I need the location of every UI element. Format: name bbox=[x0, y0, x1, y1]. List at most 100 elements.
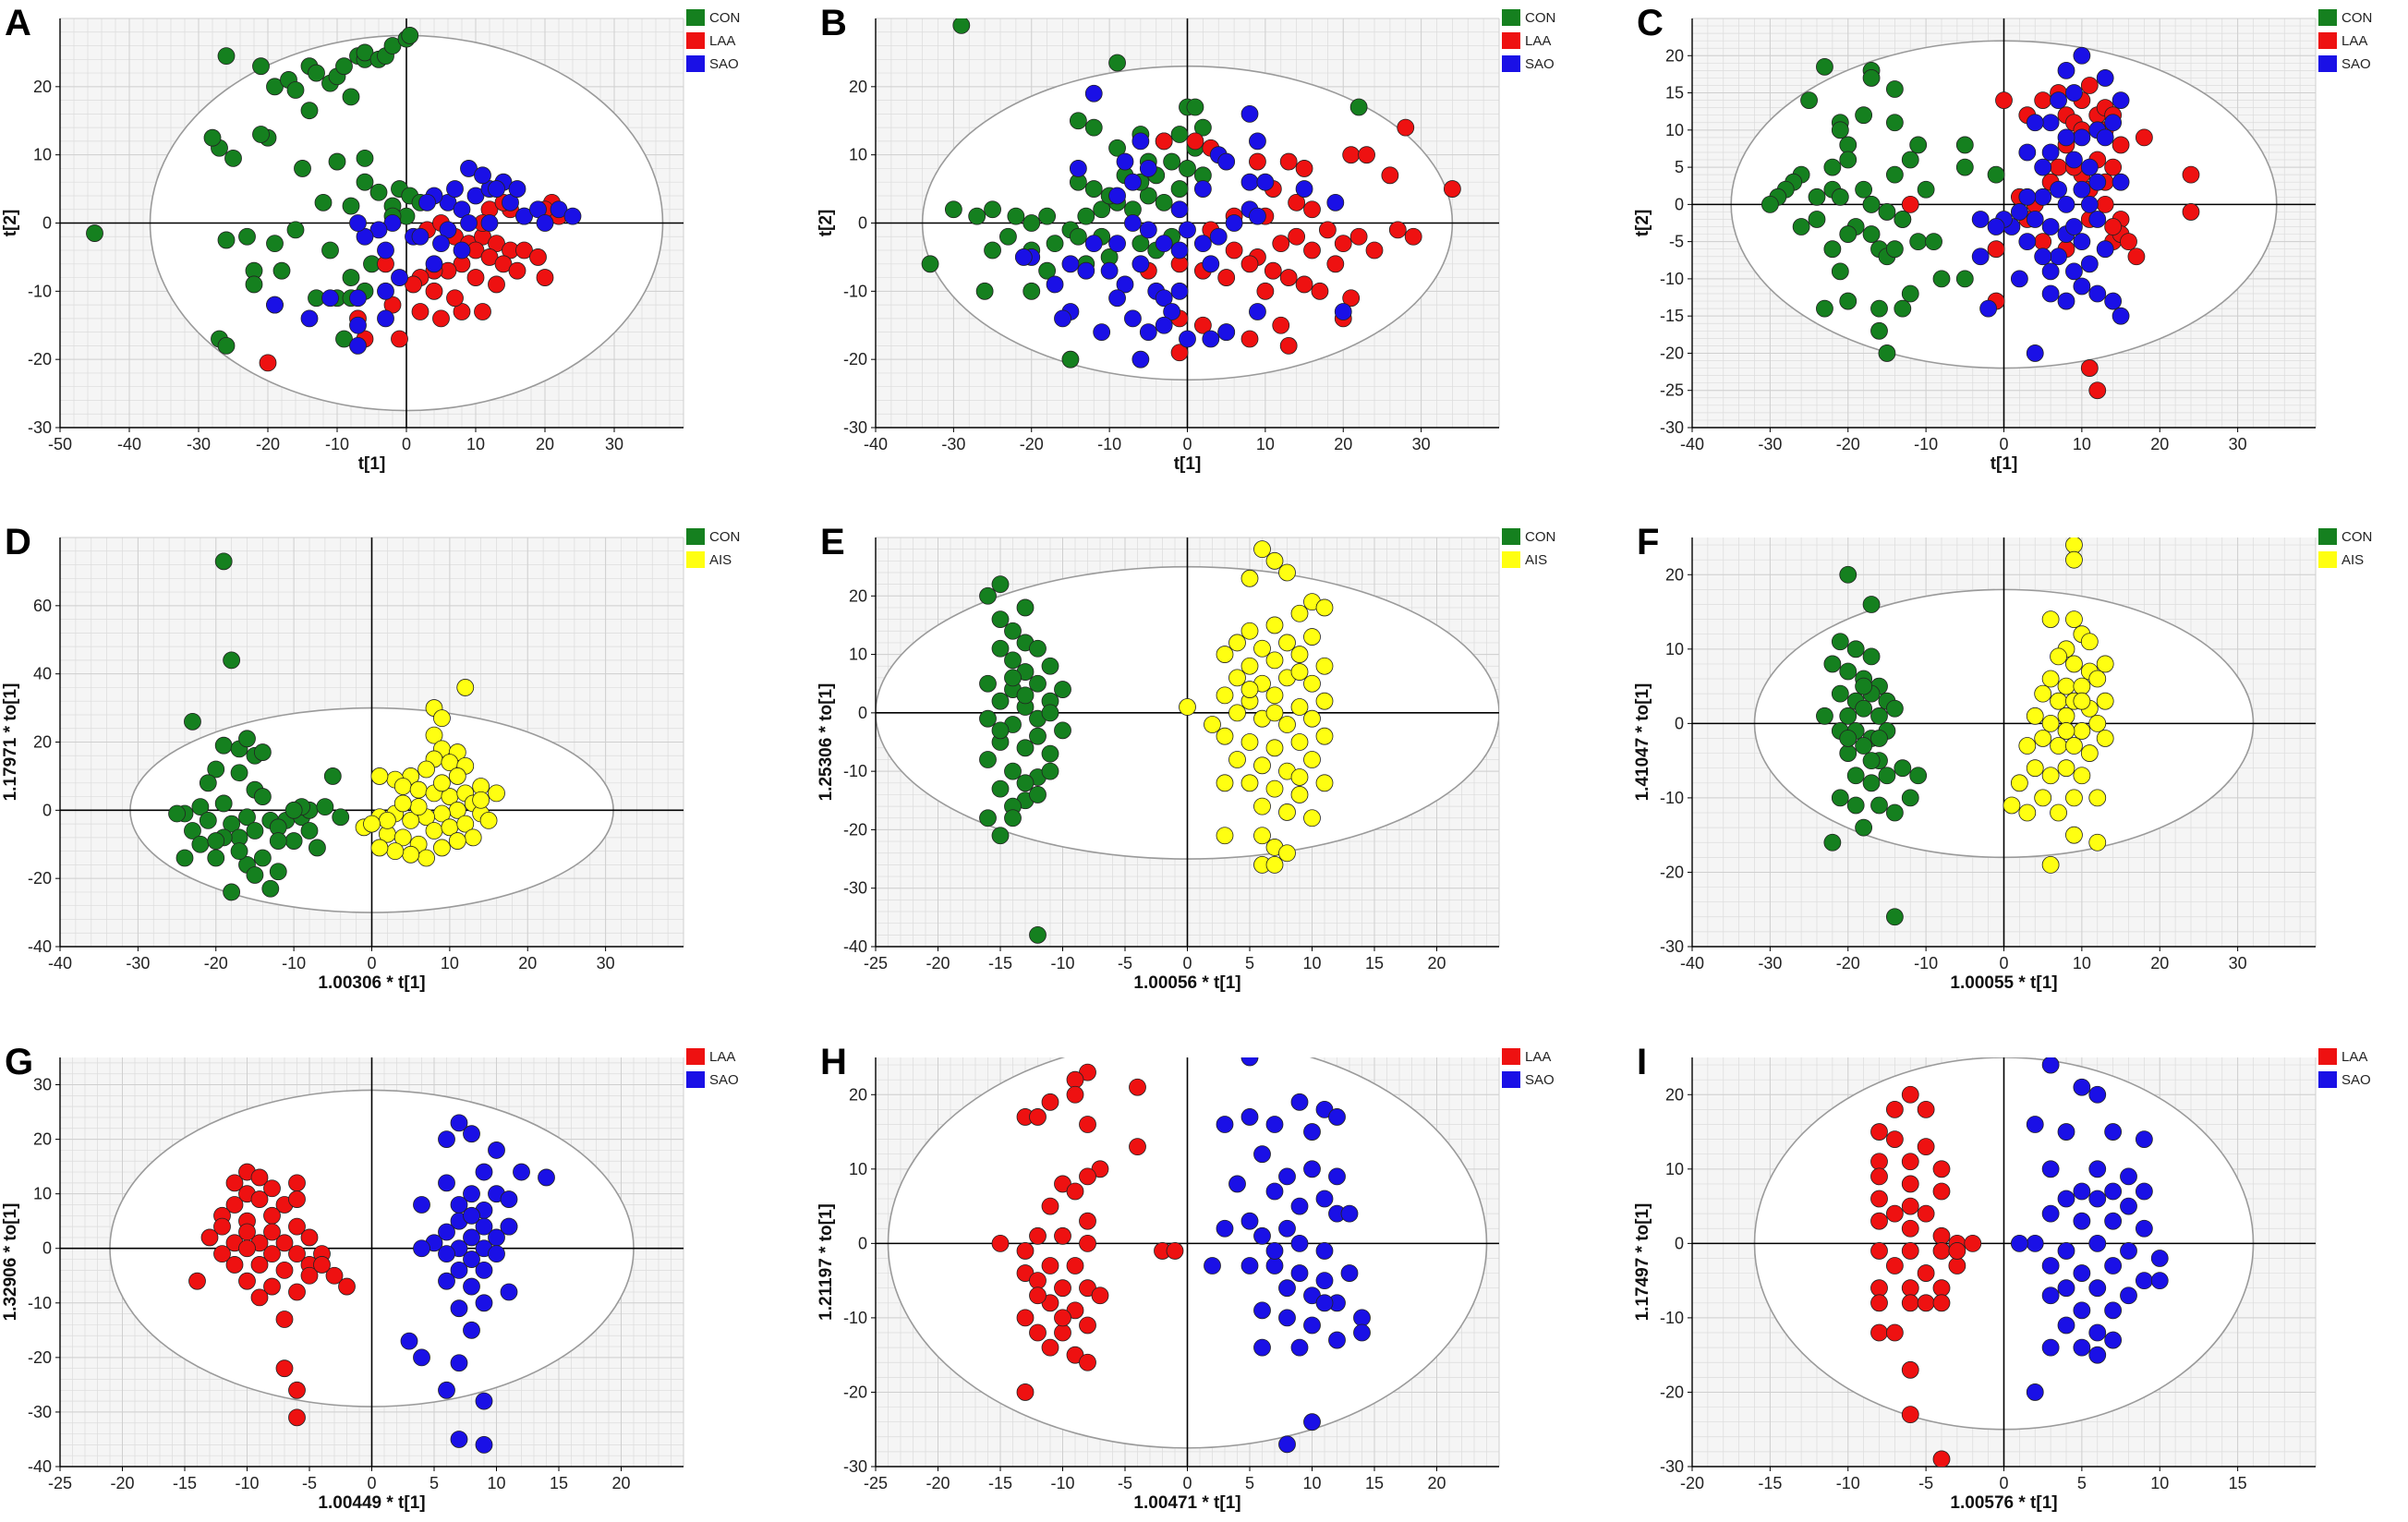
point-AIS bbox=[1278, 803, 1296, 821]
point-CON bbox=[1016, 598, 1035, 617]
y-tick-label: -10 bbox=[1660, 789, 1684, 807]
x-axis-title: 1.00576 * t[1] bbox=[1950, 1493, 2057, 1513]
point-AIS bbox=[425, 726, 443, 744]
point-LAA bbox=[1279, 152, 1298, 171]
point-LAA bbox=[2112, 136, 2130, 154]
point-CON bbox=[1870, 730, 1888, 747]
point-CON bbox=[1054, 681, 1071, 698]
y-tick-label: -20 bbox=[843, 350, 867, 368]
x-tick-label: -20 bbox=[1020, 435, 1044, 453]
point-CON bbox=[1029, 727, 1047, 745]
point-CON bbox=[1041, 762, 1059, 780]
point-CON bbox=[1029, 925, 1047, 944]
y-tick-label: 0 bbox=[858, 214, 867, 233]
point-SAO bbox=[1265, 1182, 1284, 1201]
point-SAO bbox=[500, 1283, 518, 1301]
points-group bbox=[921, 18, 1461, 368]
point-SAO bbox=[488, 180, 505, 198]
points-group bbox=[168, 552, 505, 901]
point-CON bbox=[230, 764, 248, 782]
x-axis-title: 1.00306 * t[1] bbox=[318, 973, 425, 993]
point-CON bbox=[230, 842, 248, 861]
point-LAA bbox=[1240, 330, 1259, 348]
point-LAA bbox=[1129, 1138, 1146, 1156]
point-SAO bbox=[2041, 1257, 2060, 1274]
point-LAA bbox=[259, 354, 277, 372]
point-SAO bbox=[1202, 330, 1220, 348]
point-AIS bbox=[1303, 628, 1321, 646]
point-SAO bbox=[2104, 292, 2123, 310]
panel-letter: I bbox=[1637, 1042, 1647, 1082]
point-LAA bbox=[1288, 193, 1306, 211]
point-SAO bbox=[453, 241, 471, 260]
point-LAA bbox=[466, 269, 485, 286]
point-CON bbox=[1038, 261, 1057, 280]
legend-label-AIS: AIS bbox=[709, 552, 732, 568]
legend-swatch-LAA bbox=[1502, 1048, 1520, 1065]
point-SAO bbox=[2057, 195, 2075, 213]
point-CON bbox=[224, 149, 242, 167]
point-SAO bbox=[1139, 160, 1157, 177]
point-SAO bbox=[2057, 128, 2075, 147]
point-CON bbox=[1808, 187, 1826, 206]
legend-swatch-SAO bbox=[1502, 55, 1520, 72]
point-LAA bbox=[1279, 336, 1298, 355]
point-SAO bbox=[475, 1217, 493, 1236]
point-SAO bbox=[321, 289, 339, 308]
point-SAO bbox=[463, 1125, 480, 1143]
point-SAO bbox=[1116, 152, 1134, 171]
legend-label-SAO: SAO bbox=[709, 1072, 739, 1088]
point-LAA bbox=[508, 261, 526, 280]
point-SAO bbox=[2096, 128, 2114, 147]
point-SAO bbox=[1170, 241, 1189, 260]
point-SAO bbox=[2057, 1279, 2075, 1298]
point-SAO bbox=[500, 1190, 518, 1208]
point-AIS bbox=[386, 842, 405, 861]
point-CON bbox=[1069, 112, 1087, 130]
point-CON bbox=[1004, 762, 1022, 780]
point-SAO bbox=[2080, 255, 2099, 273]
point-CON bbox=[1885, 908, 1904, 926]
point-SAO bbox=[2065, 84, 2083, 102]
y-tick-label: 15 bbox=[1665, 84, 1684, 103]
point-LAA bbox=[1066, 1257, 1084, 1274]
point-AIS bbox=[2065, 538, 2083, 554]
y-tick-label: -30 bbox=[28, 1403, 52, 1421]
x-tick-label: 30 bbox=[597, 954, 615, 972]
point-LAA bbox=[1170, 344, 1189, 362]
y-tick-label: 20 bbox=[1665, 46, 1684, 65]
point-CON bbox=[1108, 54, 1126, 72]
point-LAA bbox=[2104, 218, 2123, 236]
point-LAA bbox=[425, 282, 443, 300]
panel-D: -40 -30 -20 -10 0 10 20 30 -40 -20 0 20 40 60 1.00306 … bbox=[1, 522, 740, 993]
point-SAO bbox=[2073, 277, 2091, 296]
y-tick-label: -30 bbox=[843, 879, 867, 898]
x-tick-label: -20 bbox=[926, 1474, 950, 1492]
point-CON bbox=[1855, 106, 1873, 125]
point-LAA bbox=[1334, 235, 1352, 253]
point-LAA bbox=[1932, 1242, 1951, 1260]
legend-label-CON: CON bbox=[2341, 10, 2372, 26]
point-CON bbox=[1855, 699, 1873, 718]
point-CON bbox=[1831, 121, 1849, 139]
point-LAA bbox=[1870, 1294, 1888, 1312]
point-CON bbox=[217, 336, 236, 355]
point-CON bbox=[245, 275, 263, 294]
point-LAA bbox=[300, 1266, 319, 1285]
x-tick-label: 10 bbox=[1302, 954, 1321, 972]
point-CON bbox=[1179, 160, 1196, 177]
y-tick-label: 5 bbox=[1675, 158, 1684, 176]
point-CON bbox=[286, 81, 305, 99]
point-SAO bbox=[1249, 132, 1266, 151]
point-CON bbox=[184, 712, 201, 731]
point-AIS bbox=[2065, 655, 2083, 673]
x-tick-label: -40 bbox=[1680, 435, 1704, 453]
x-tick-label: 30 bbox=[1412, 435, 1431, 453]
point-CON bbox=[1041, 704, 1059, 722]
point-SAO bbox=[1315, 1294, 1334, 1312]
y-axis-title: 1.17497 * to[1] bbox=[1633, 1203, 1652, 1322]
point-AIS bbox=[1265, 739, 1284, 757]
point-SAO bbox=[2104, 1182, 2123, 1201]
legend-label-LAA: LAA bbox=[709, 1049, 735, 1065]
